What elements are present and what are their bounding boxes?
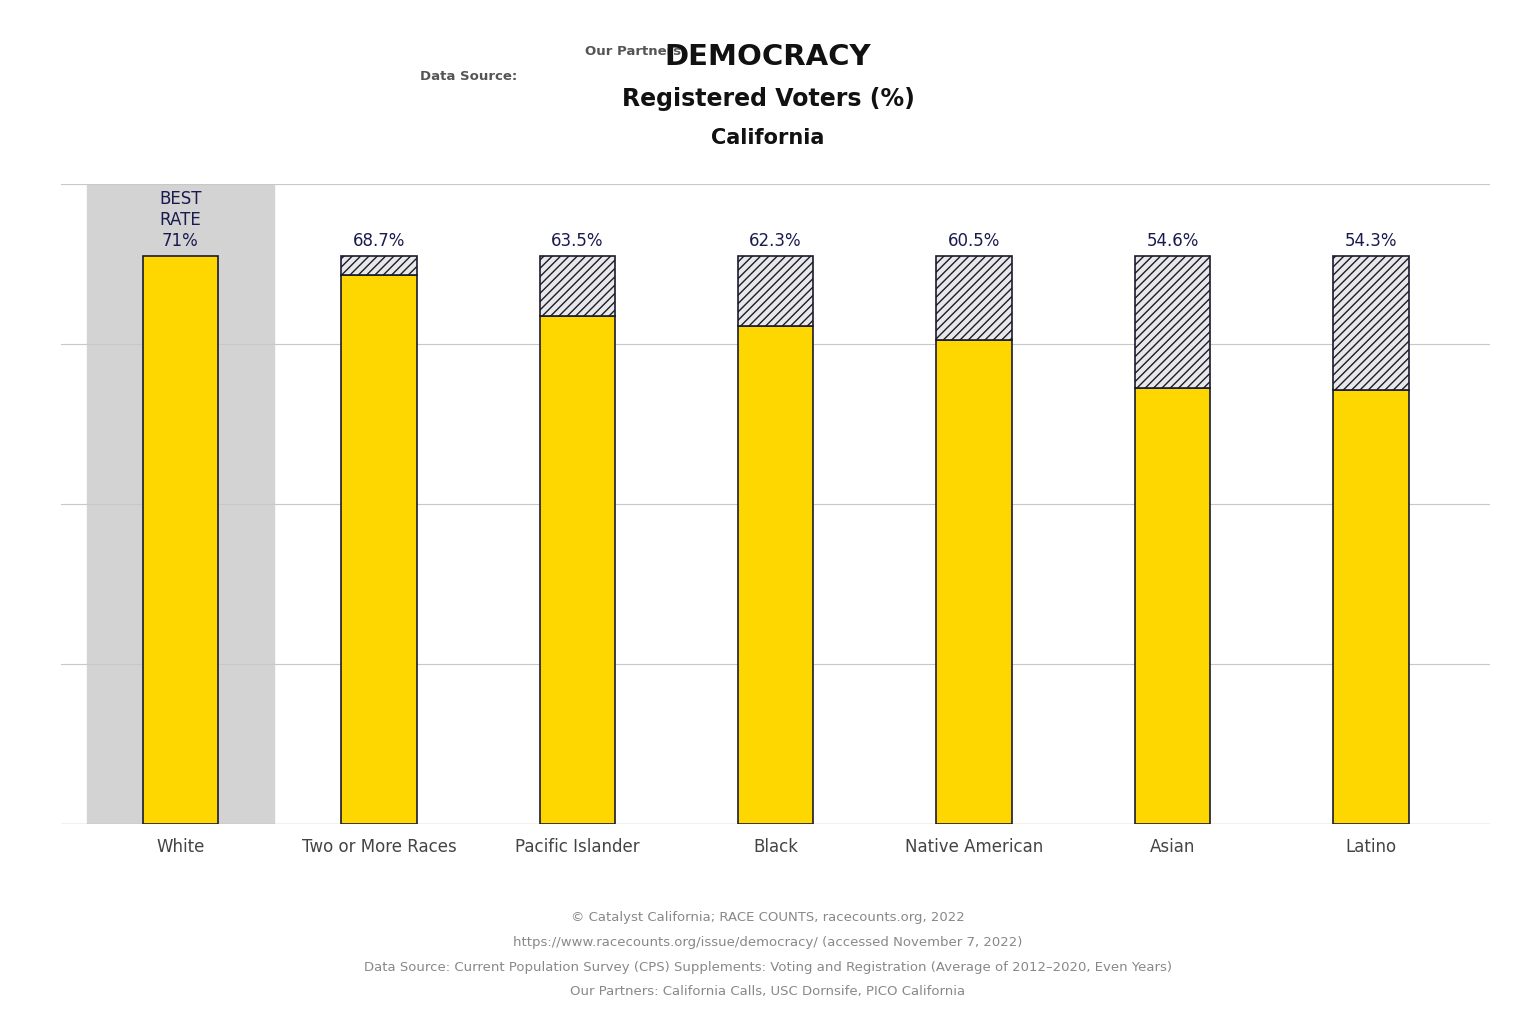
Text: 62.3%: 62.3% <box>750 231 802 250</box>
Text: Data Source: Current Population Survey (CPS) Supplements: Voting and Registratio: Data Source: Current Population Survey (… <box>364 961 1172 974</box>
Text: © Catalyst California; RACE COUNTS, racecounts.org, 2022: © Catalyst California; RACE COUNTS, race… <box>571 911 965 925</box>
Bar <box>1135 256 1210 387</box>
Text: BEST
RATE
71%: BEST RATE 71% <box>160 190 201 250</box>
Text: DEMOCRACY: DEMOCRACY <box>665 43 871 71</box>
Bar <box>341 274 416 824</box>
Bar <box>539 316 614 824</box>
Bar <box>1333 390 1409 824</box>
Text: https://www.racecounts.org/issue/democracy/ (accessed November 7, 2022): https://www.racecounts.org/issue/democra… <box>513 936 1023 949</box>
Bar <box>539 256 614 316</box>
Bar <box>143 256 218 824</box>
Text: 68.7%: 68.7% <box>353 231 406 250</box>
Bar <box>88 184 273 824</box>
Text: 54.6%: 54.6% <box>1146 231 1198 250</box>
Text: Our Partners:: Our Partners: <box>585 45 691 58</box>
Bar <box>341 256 416 274</box>
Text: California: California <box>711 128 825 148</box>
Text: Our Partners: California Calls, USC Dornsife, PICO California: Our Partners: California Calls, USC Dorn… <box>570 985 966 998</box>
Text: 63.5%: 63.5% <box>551 231 604 250</box>
Text: 60.5%: 60.5% <box>948 231 1000 250</box>
Bar <box>1135 387 1210 824</box>
Bar <box>1333 256 1409 390</box>
Bar <box>937 340 1012 824</box>
Text: Data Source:: Data Source: <box>419 70 522 83</box>
Text: 54.3%: 54.3% <box>1344 231 1398 250</box>
Text: Registered Voters (%): Registered Voters (%) <box>622 87 914 111</box>
Bar <box>937 256 1012 340</box>
Bar <box>737 256 814 326</box>
Bar <box>737 326 814 824</box>
